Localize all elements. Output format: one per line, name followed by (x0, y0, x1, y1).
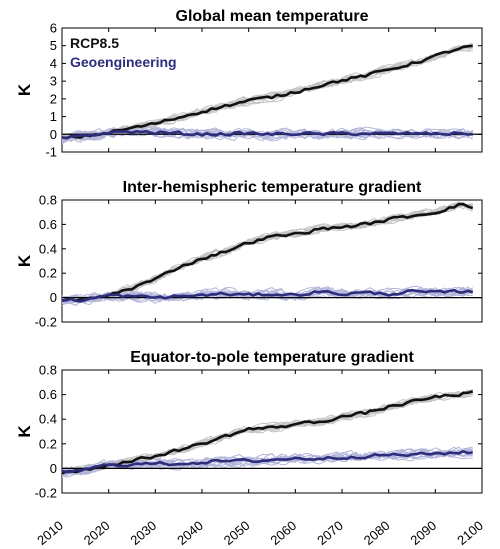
axes-box (61, 27, 483, 153)
y-tick-label: -0.2 (35, 315, 57, 330)
y-tick-label: 2 (50, 91, 57, 106)
plot-area (62, 42, 482, 145)
x-tick-label: 2100 (454, 518, 486, 548)
x-tick-label: 2010 (34, 518, 66, 548)
geo-ensemble-line (62, 126, 473, 141)
y-tick-label: 6 (50, 21, 57, 36)
panel-3: Equator-to-pole temperature gradient K -0.… (15, 349, 486, 548)
x-tick-label: 2080 (361, 518, 393, 548)
panel-1: Global mean temperature K -1 0 1 2 3 4 5 6 RCP8.5 G… (15, 8, 483, 160)
y-tick-label: 0.6 (39, 387, 57, 402)
geoengineering-mean-line (62, 130, 473, 140)
y-tick-label: 0.8 (39, 193, 57, 208)
geoengineering-mean-line (62, 288, 474, 303)
legend-entry-rcp85: RCP8.5 (70, 35, 119, 51)
y-tick-label: 0.4 (39, 241, 57, 256)
y-tick-label: 0 (50, 461, 57, 476)
geoengineering-mean-line (62, 450, 473, 474)
y-tick-label: 3 (50, 74, 57, 89)
x-tick-label: 2050 (221, 518, 253, 548)
y-axis-label: K (15, 83, 34, 96)
y-tick-label: 0.4 (39, 412, 57, 427)
panel-title: Global mean temperature (176, 8, 369, 25)
y-tick-label: 5 (50, 38, 57, 53)
panel-title: Inter-hemispheric temperature gradient (123, 179, 422, 196)
legend-entry-geoengineering: Geoengineering (70, 54, 177, 70)
plot-area (62, 201, 482, 307)
x-tick-label: 2090 (407, 518, 439, 548)
y-tick-label: 0.8 (39, 363, 57, 378)
rcp85-mean-line (62, 202, 474, 303)
x-tick-label: 2030 (127, 518, 159, 548)
x-tick-label: 2040 (174, 518, 206, 548)
axes-box (61, 369, 483, 494)
rcp-ensemble-line (62, 203, 473, 303)
y-axis-label: K (15, 254, 34, 267)
y-axis-label: K (15, 425, 34, 438)
axes-box (61, 199, 483, 323)
panel-2: Inter-hemispheric temperature gradient K -… (15, 179, 483, 330)
x-tick-label: 2020 (81, 518, 113, 548)
rcp85-mean-line (62, 390, 474, 475)
y-tick-label: -0.2 (35, 486, 57, 501)
x-tick-label: 2070 (314, 518, 346, 548)
y-tick-label: 4 (50, 56, 57, 71)
y-tick-label: -1 (45, 145, 57, 160)
y-tick-label: 0 (50, 290, 57, 305)
panel-title: Equator-to-pole temperature gradient (130, 349, 414, 366)
rcp-ensemble-line (62, 205, 473, 301)
y-tick-label: 0 (50, 127, 57, 142)
y-tick-label: 0.6 (39, 217, 57, 232)
geo-ensemble-line (62, 287, 474, 303)
y-tick-label: 0.2 (39, 266, 57, 281)
rcp-ensemble-line (62, 204, 473, 303)
rcp85-mean-line (62, 44, 473, 140)
x-tick-label: 2060 (267, 518, 299, 548)
y-tick-label: 1 (50, 109, 57, 124)
y-tick-label: 0.2 (39, 436, 57, 451)
plot-area (62, 388, 482, 478)
